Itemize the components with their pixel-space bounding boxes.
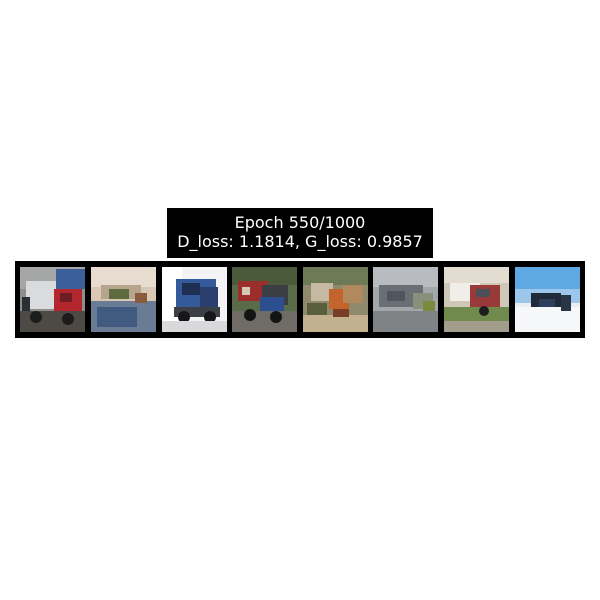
generated-sample-6 <box>373 267 438 332</box>
generated-sample-blurry-beige-icon <box>91 267 156 332</box>
generated-sample-1 <box>20 267 85 332</box>
generated-sample-truck-blue-icon <box>162 267 227 332</box>
figure-title: Epoch 550/1000 D_loss: 1.1814, G_loss: 0… <box>167 208 433 258</box>
generated-sample-3 <box>162 267 227 332</box>
generated-sample-7 <box>444 267 509 332</box>
generated-sample-sky-blue-icon <box>515 267 580 332</box>
generated-sample-8 <box>515 267 580 332</box>
generated-sample-truck-dark-icon <box>232 267 297 332</box>
generated-sample-grey-blur-icon <box>373 267 438 332</box>
generated-sample-truck-green-icon <box>444 267 509 332</box>
generated-sample-4 <box>232 267 297 332</box>
generated-sample-5 <box>303 267 368 332</box>
generated-sample-2 <box>91 267 156 332</box>
generated-sample-orange-scene-icon <box>303 267 368 332</box>
generated-sample-truck-red-icon <box>20 267 85 332</box>
sample-image-strip <box>15 261 585 338</box>
epoch-label: Epoch 550/1000 <box>234 213 366 232</box>
loss-label: D_loss: 1.1814, G_loss: 0.9857 <box>177 232 423 251</box>
